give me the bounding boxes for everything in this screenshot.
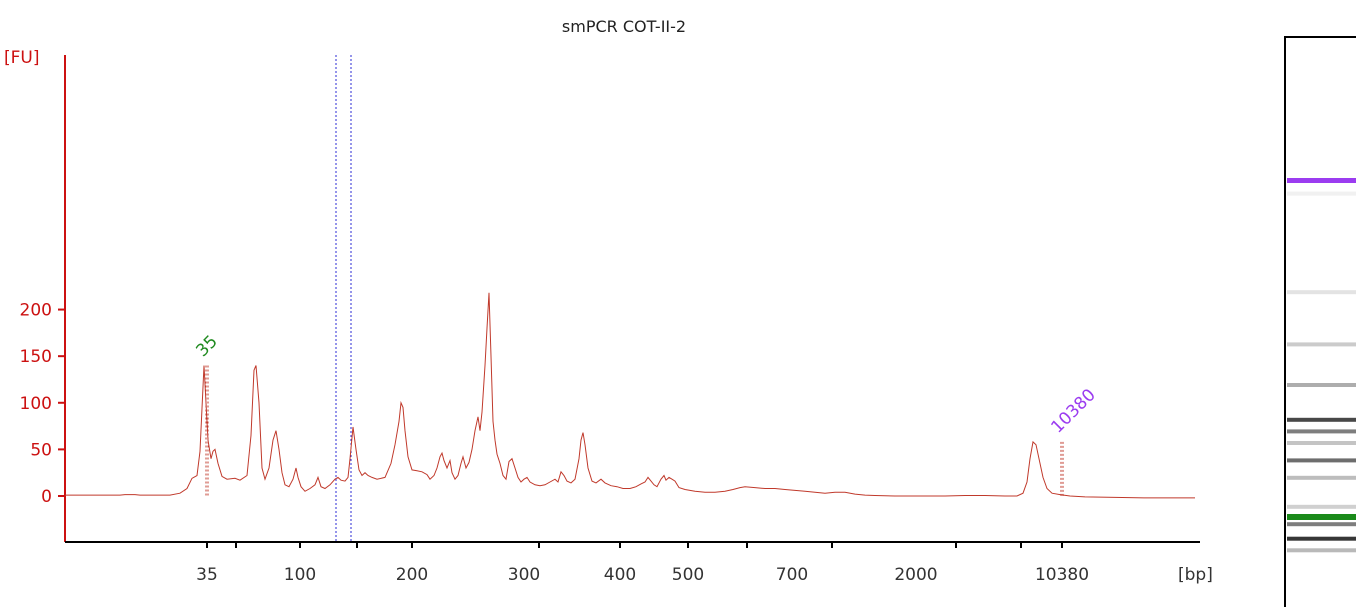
gel-band (1287, 458, 1356, 463)
gel-band (1287, 429, 1356, 434)
gel-lower-marker (1287, 514, 1356, 520)
peak-markers: 35 10380 (192, 332, 1100, 496)
y-tick-label: 100 (20, 394, 52, 414)
gel-band (1287, 383, 1356, 387)
x-tick-label: 100 (284, 565, 316, 585)
gel-band (1287, 417, 1356, 422)
y-ticks: 0 50 100 150 200 (20, 301, 65, 507)
gel-bands (1287, 191, 1356, 553)
peak-marker-label: 35 (192, 332, 221, 361)
gel-lane (1284, 36, 1356, 607)
gel-band (1287, 191, 1356, 196)
gel-band (1287, 290, 1356, 295)
x-tick-label: 300 (508, 565, 540, 585)
x-tick-label: 2000 (894, 565, 937, 585)
gel-upper-marker (1287, 178, 1356, 183)
x-axis-label: [bp] (1178, 565, 1213, 585)
x-tick-label: 500 (672, 565, 704, 585)
plot-area: [FU] [bp] 0 50 100 150 200 35 100 200 300 400 500… (4, 48, 1213, 585)
gel-band (1287, 536, 1356, 541)
peak-marker-label: 10380 (1047, 385, 1099, 437)
y-tick-label: 150 (20, 347, 52, 367)
y-axis-label: [FU] (4, 48, 40, 68)
gel-band (1287, 522, 1356, 527)
y-tick-label: 200 (20, 301, 52, 321)
y-tick-label: 50 (30, 440, 52, 460)
x-tick-label: 35 (196, 565, 218, 585)
y-tick-label: 0 (41, 487, 52, 507)
gel-band (1287, 441, 1356, 445)
gel-band (1287, 504, 1356, 509)
x-tick-label: 400 (604, 565, 636, 585)
gel-band (1287, 342, 1356, 347)
x-tick-label: 200 (396, 565, 428, 585)
x-tick-label: 700 (776, 565, 808, 585)
gel-lane-frame (1284, 36, 1356, 607)
gel-band (1287, 548, 1356, 553)
trace-line (65, 292, 1195, 499)
x-ticks: 35 100 200 300 400 500 700 2000 10380 (196, 542, 1089, 585)
x-tick-label: 10380 (1035, 565, 1089, 585)
gel-band (1287, 475, 1356, 480)
chart-title: smPCR COT-II-2 (562, 17, 686, 36)
